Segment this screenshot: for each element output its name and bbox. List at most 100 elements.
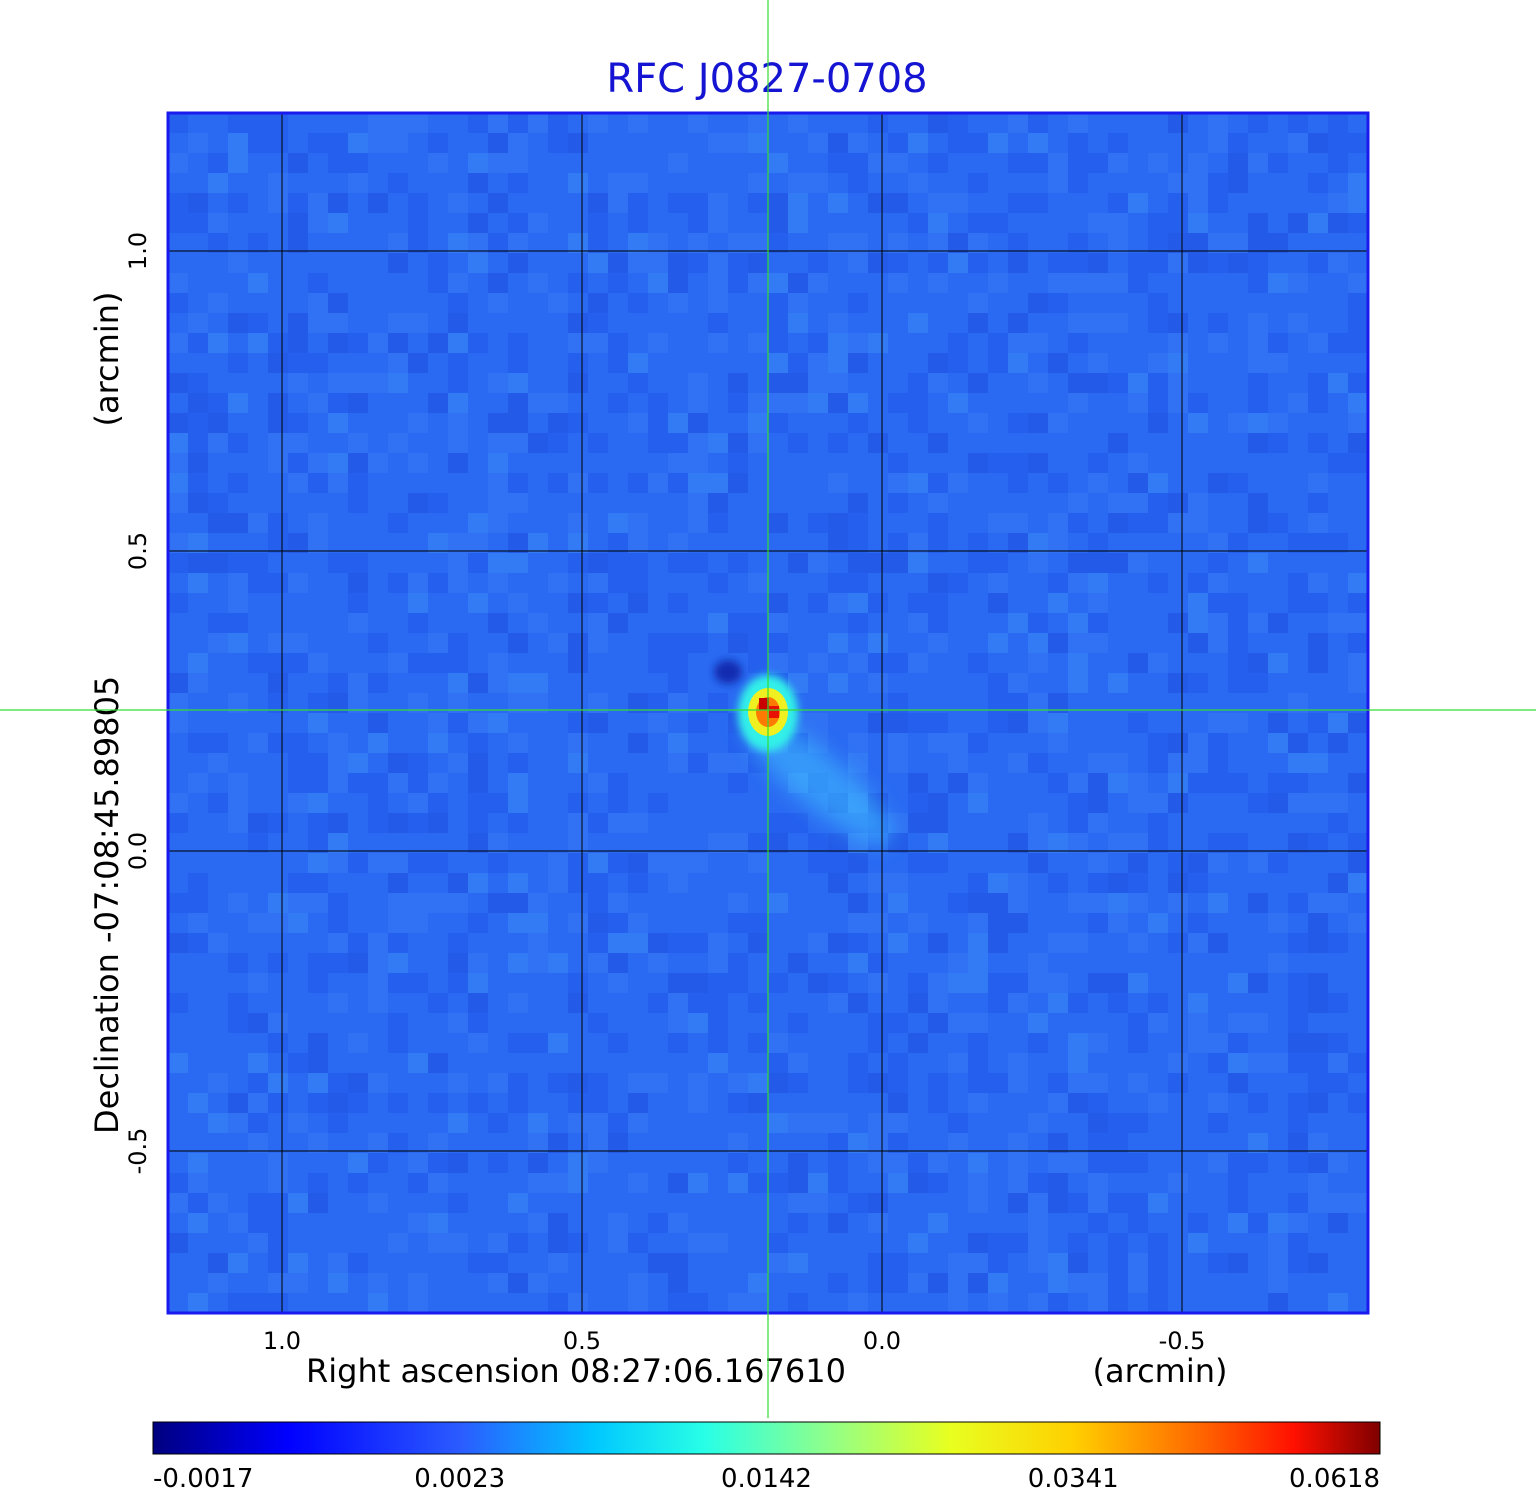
noise-cell [1128,713,1148,733]
noise-cell [448,193,468,213]
colorbar-tick-label: 0.0618 [1289,1464,1380,1494]
noise-cell [1068,333,1088,353]
noise-cell [1008,713,1028,733]
noise-cell [988,1073,1008,1093]
noise-cell [268,353,288,373]
noise-cell [348,373,368,393]
noise-cell [288,793,308,813]
noise-cell [888,553,908,573]
noise-cell [548,1033,568,1053]
noise-cell [728,253,748,273]
noise-cell [1028,633,1048,653]
noise-cell [1048,1153,1068,1173]
noise-cell [428,633,448,653]
noise-cell [1208,1153,1228,1173]
noise-cell [808,513,828,533]
noise-cell [508,553,528,573]
noise-cell [1268,793,1288,813]
noise-cell [1348,433,1368,453]
noise-cell [1088,453,1108,473]
noise-cell [888,253,908,273]
noise-cell [868,1013,888,1033]
noise-cell [1228,1193,1248,1213]
noise-cell [1028,1293,1048,1313]
noise-cell [988,573,1008,593]
noise-cell [1068,1253,1088,1273]
noise-cell [208,1193,228,1213]
noise-cell [1088,213,1108,233]
noise-cell [588,693,608,713]
noise-cell [288,733,308,753]
noise-cell [1148,413,1168,433]
noise-cell [728,273,748,293]
noise-cell [368,1073,388,1093]
noise-cell [948,733,968,753]
source-peak [759,698,769,710]
noise-cell [1048,713,1068,733]
noise-cell [748,993,768,1013]
noise-cell [1308,753,1328,773]
noise-cell [588,233,608,253]
noise-cell [1308,513,1328,533]
noise-cell [348,773,368,793]
noise-cell [548,473,568,493]
noise-cell [1328,1153,1348,1173]
noise-cell [1288,593,1308,613]
noise-cell [308,133,328,153]
noise-cell [788,1113,808,1133]
noise-cell [1188,593,1208,613]
x-axis-label: Right ascension 08:27:06.167610 [306,1352,846,1390]
noise-cell [1348,313,1368,333]
noise-cell [408,773,428,793]
noise-cell [268,1213,288,1233]
noise-cell [1308,893,1328,913]
noise-cell [728,393,748,413]
noise-cell [1088,973,1108,993]
noise-cell [188,1293,208,1313]
noise-cell [1248,393,1268,413]
noise-cell [888,1113,908,1133]
noise-cell [928,493,948,513]
noise-cell [928,593,948,613]
noise-cell [568,913,588,933]
noise-cell [888,1013,908,1033]
noise-cell [588,293,608,313]
noise-cell [1248,1053,1268,1073]
noise-cell [1108,1133,1128,1153]
noise-cell [568,353,588,373]
noise-cell [508,793,528,813]
noise-cell [1328,933,1348,953]
noise-cell [608,173,628,193]
noise-cell [708,1013,728,1033]
noise-cell [348,553,368,573]
noise-cell [1108,673,1128,693]
noise-cell [388,133,408,153]
noise-cell [968,973,988,993]
noise-cell [768,973,788,993]
noise-cell [388,1233,408,1253]
noise-cell [1128,1213,1148,1233]
noise-cell [688,213,708,233]
noise-cell [1148,233,1168,253]
noise-cell [1208,553,1228,573]
noise-cell [788,1013,808,1033]
noise-cell [828,593,848,613]
noise-cell [468,873,488,893]
noise-cell [488,453,508,473]
noise-cell [1148,1293,1168,1313]
noise-cell [588,433,608,453]
noise-cell [228,153,248,173]
noise-cell [988,713,1008,733]
noise-cell [368,1193,388,1213]
noise-cell [1028,833,1048,853]
noise-cell [1268,273,1288,293]
noise-cell [828,1153,848,1173]
noise-cell [1128,773,1148,793]
noise-cell [568,1233,588,1253]
noise-cell [288,213,308,233]
noise-cell [628,413,648,433]
noise-cell [1188,673,1208,693]
noise-cell [328,1253,348,1273]
noise-cell [1108,153,1128,173]
noise-cell [388,333,408,353]
